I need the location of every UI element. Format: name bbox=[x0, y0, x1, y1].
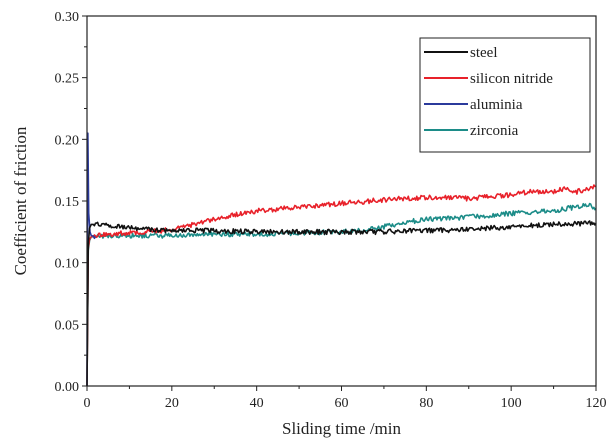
x-tick-label: 60 bbox=[335, 396, 349, 411]
legend-label: silicon nitride bbox=[470, 71, 553, 87]
x-axis-title: Sliding time /min bbox=[282, 419, 402, 438]
legend-label: steel bbox=[470, 45, 498, 61]
y-tick-label: 0.05 bbox=[55, 318, 80, 333]
x-tick-label: 40 bbox=[250, 396, 264, 411]
y-tick-label: 0.30 bbox=[55, 10, 80, 25]
series-line-steel bbox=[86, 220, 597, 387]
y-axis-title: Coefficient of friction bbox=[11, 126, 30, 275]
series-layer bbox=[86, 132, 597, 387]
y-tick-label: 0.25 bbox=[55, 72, 80, 87]
series-line-aluminia bbox=[86, 132, 97, 387]
legend-label: zirconia bbox=[470, 123, 519, 139]
y-tick-label: 0.20 bbox=[55, 133, 80, 148]
legend-box bbox=[419, 37, 591, 153]
x-tick-label: 100 bbox=[501, 396, 522, 411]
y-tick-label: 0.00 bbox=[55, 380, 80, 395]
x-tick-label: 20 bbox=[165, 396, 179, 411]
x-tick-label: 80 bbox=[419, 396, 433, 411]
legend: steel silicon nitride aluminia zirconia bbox=[419, 37, 591, 153]
axis-layer: 0 20 40 60 80 100 120 0.00 0.05 0.10 0.15 0.20 0.25 0… bbox=[55, 10, 607, 411]
series-line-silicon-nitride bbox=[86, 184, 597, 387]
legend-label: aluminia bbox=[470, 97, 523, 113]
y-tick-label: 0.10 bbox=[55, 257, 80, 272]
x-tick-label: 0 bbox=[84, 396, 91, 411]
y-tick-label: 0.15 bbox=[55, 195, 80, 210]
x-tick-label: 120 bbox=[586, 396, 607, 411]
